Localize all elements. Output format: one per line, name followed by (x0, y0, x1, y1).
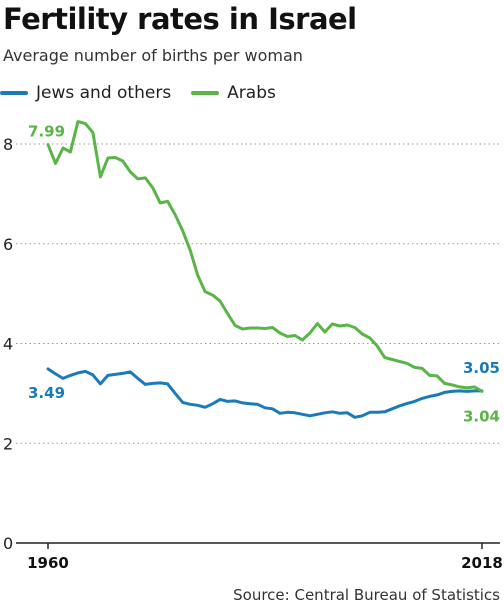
legend-label-arabs: Arabs (227, 83, 276, 103)
legend-item-arabs: Arabs (191, 83, 276, 103)
chart-source: Source: Central Bureau of Statistics (233, 586, 500, 604)
legend-swatch-arabs (191, 91, 220, 95)
series-line-arabs (46, 120, 484, 393)
legend-item-jews-and-others: Jews and others (0, 83, 171, 103)
y-tick-label-0: 0 (3, 534, 13, 553)
x-tick-label-1960: 1960 (27, 554, 69, 572)
y-tick-label-6: 6 (3, 235, 13, 254)
y-tick-label-8: 8 (3, 135, 13, 154)
data-label-jews-last: 3.05 (463, 359, 500, 377)
data-label-arabs-first: 7.99 (28, 122, 65, 140)
chart-subtitle: Average number of births per woman (3, 46, 303, 65)
series-line-jews-and-others (46, 367, 484, 419)
chart-legend: Jews and others Arabs (0, 83, 296, 103)
legend-swatch-jews-and-others (0, 91, 28, 95)
legend-label-jews-and-others: Jews and others (36, 83, 172, 103)
data-label-arabs-last: 3.04 (463, 407, 500, 425)
y-tick-label-4: 4 (3, 335, 13, 354)
data-label-jews-first: 3.49 (28, 384, 65, 402)
y-tick-label-2: 2 (3, 434, 13, 453)
x-tick-label-2018: 2018 (461, 554, 503, 572)
chart-title: Fertility rates in Israel (3, 2, 357, 36)
